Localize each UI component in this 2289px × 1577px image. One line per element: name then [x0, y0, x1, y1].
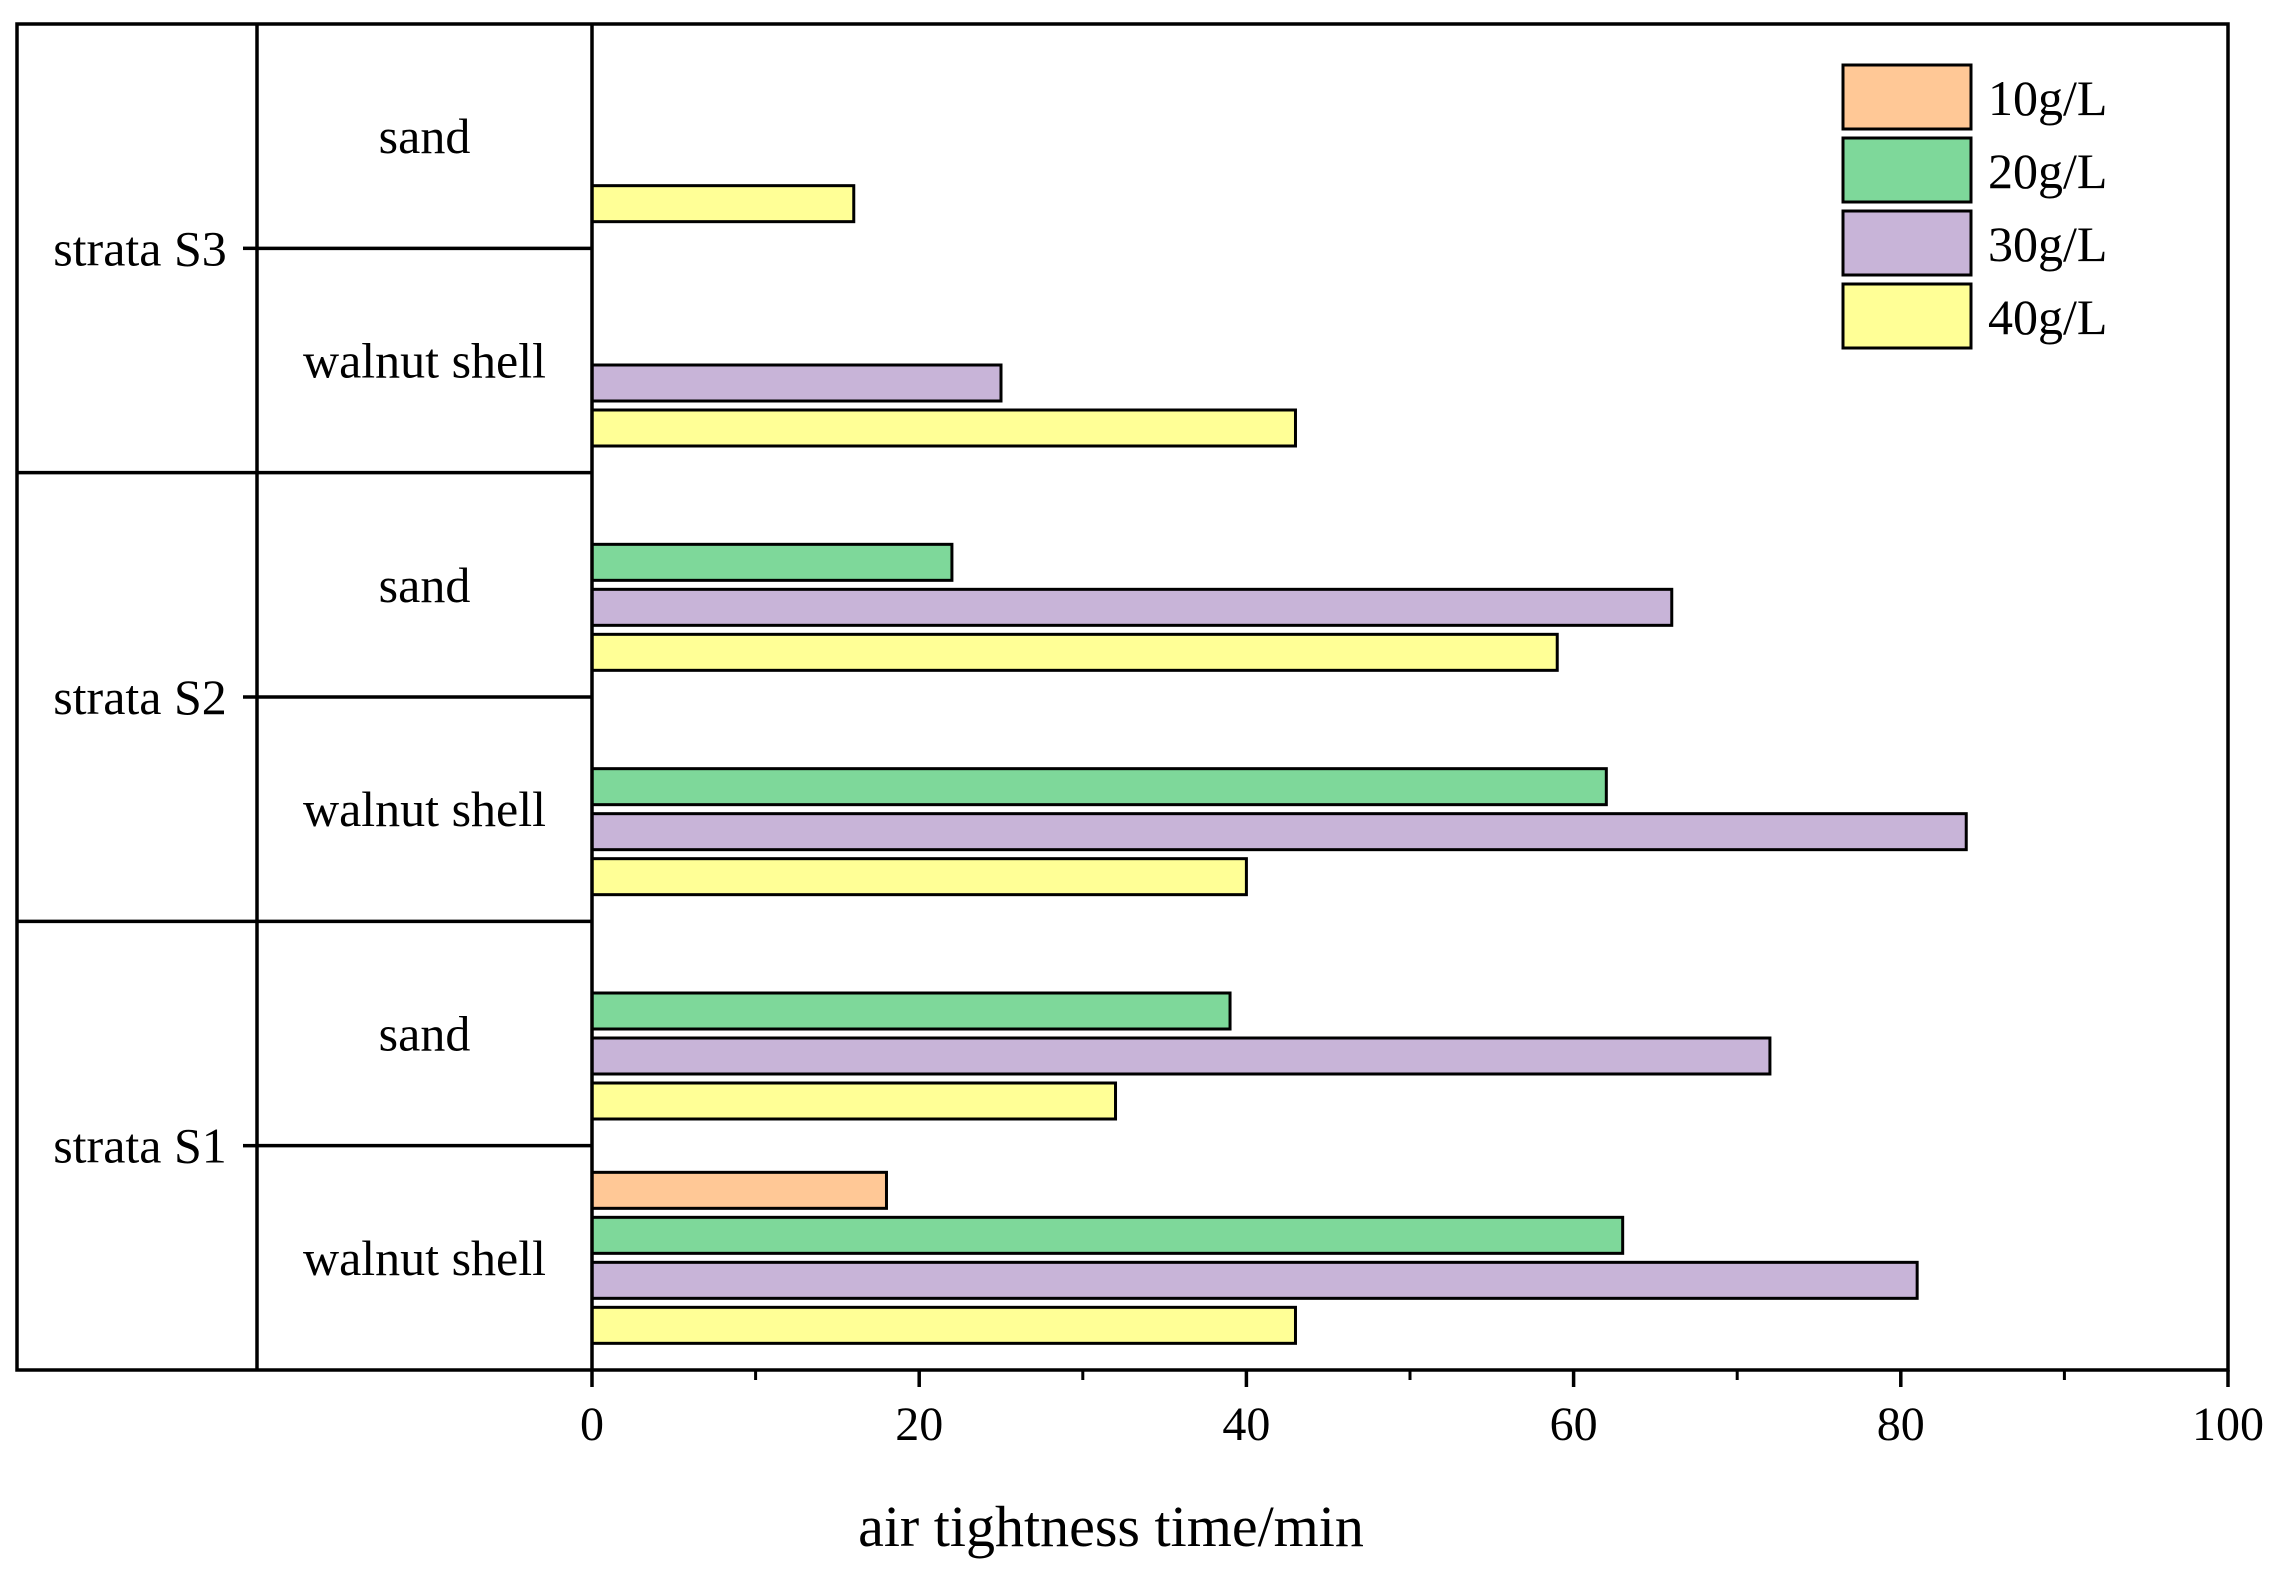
- material-label: walnut shell: [303, 1230, 546, 1286]
- x-tick-label: 100: [2192, 1398, 2264, 1451]
- plot-border: [15, 22, 2230, 1372]
- legend-label-40g-l: 40g/L: [1988, 289, 2107, 345]
- strata-label: strata S3: [53, 220, 227, 276]
- legend-label-30g-l: 30g/L: [1988, 216, 2107, 272]
- bar-strata-s2-sand-40g-l: [590, 632, 1559, 672]
- bar-strata-s1-sand-30g-l: [590, 1036, 1772, 1076]
- material-label: sand: [379, 1006, 471, 1062]
- legend-label-20g-l: 20g/L: [1988, 143, 2107, 199]
- legend-swatch-40g-l: [1841, 282, 1973, 350]
- x-tick-label: 60: [1550, 1398, 1598, 1451]
- bar-strata-s1-sand-20g-l: [590, 991, 1232, 1031]
- bar-strata-s3-walnut-shell-30g-l: [590, 363, 1003, 403]
- legend-swatch-20g-l: [1841, 136, 1973, 204]
- x-tick-label: 40: [1222, 1398, 1270, 1451]
- legend-swatch-10g-l: [1841, 63, 1973, 131]
- material-label: sand: [379, 557, 471, 613]
- bar-strata-s2-walnut-shell-20g-l: [590, 767, 1608, 807]
- bar-strata-s1-walnut-shell-10g-l: [590, 1170, 888, 1210]
- x-axis: 0 20 40 60 80 100: [580, 1370, 2264, 1451]
- x-tick-label: 80: [1877, 1398, 1925, 1451]
- bar-strata-s3-walnut-shell-40g-l: [590, 408, 1297, 448]
- legend-swatch-30g-l: [1841, 209, 1973, 277]
- legend: 10g/L 20g/L 30g/L 40g/L: [1841, 63, 2107, 350]
- bar-strata-s3-sand-40g-l: [590, 184, 856, 224]
- material-label: walnut shell: [303, 781, 546, 837]
- x-tick-label: 0: [580, 1398, 604, 1451]
- bar-strata-s1-sand-40g-l: [590, 1081, 1118, 1121]
- x-tick-label: 20: [895, 1398, 943, 1451]
- material-label: walnut shell: [303, 333, 546, 389]
- bars-layer: [590, 184, 1968, 1345]
- bar-strata-s1-walnut-shell-30g-l: [590, 1260, 1919, 1300]
- bar-strata-s2-walnut-shell-40g-l: [590, 857, 1248, 897]
- x-axis-title: air tightness time/min: [858, 1494, 1364, 1559]
- strata-label: strata S2: [53, 669, 227, 725]
- category-table: strata S3 sand walnut shell strata S2 sand wa…: [17, 108, 592, 1286]
- bar-strata-s2-sand-30g-l: [590, 587, 1674, 627]
- bar-strata-s2-walnut-shell-30g-l: [590, 812, 1968, 852]
- strata-label: strata S1: [53, 1118, 227, 1174]
- legend-label-10g-l: 10g/L: [1988, 70, 2107, 126]
- bar-strata-s1-walnut-shell-20g-l: [590, 1215, 1625, 1255]
- bar-strata-s1-walnut-shell-40g-l: [590, 1305, 1297, 1345]
- bar-strata-s2-sand-20g-l: [590, 542, 954, 582]
- material-label: sand: [379, 108, 471, 164]
